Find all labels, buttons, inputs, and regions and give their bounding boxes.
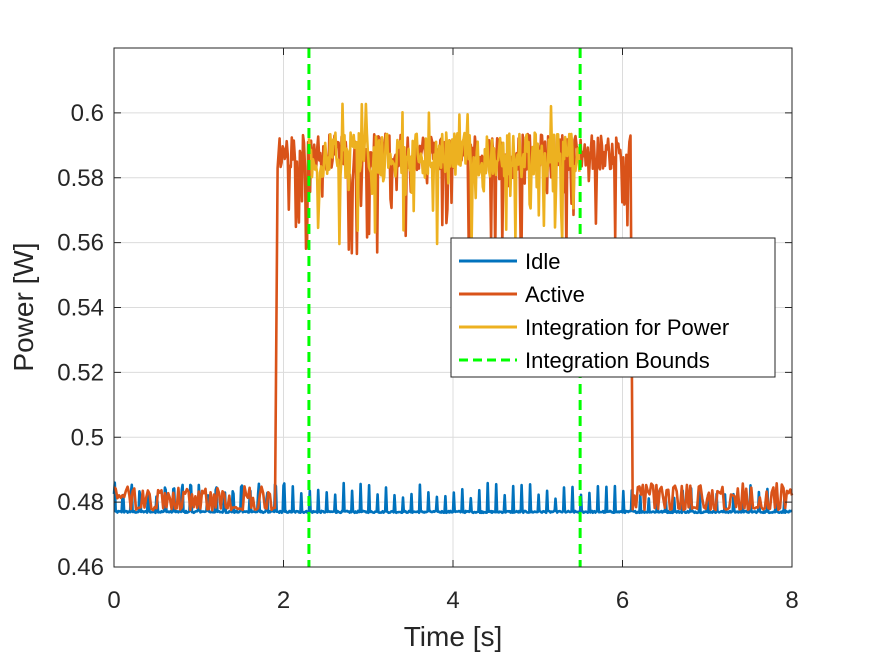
y-tick-labels: 0.46 0.48 0.5 0.52 0.54 0.56 0.58 0.6 <box>57 100 104 581</box>
y-axis-label: Power [W] <box>8 242 39 371</box>
x-tick-label: 8 <box>785 587 798 614</box>
x-tick-label: 4 <box>446 587 459 614</box>
legend-label: Active <box>525 282 585 307</box>
y-tick-label: 0.46 <box>57 554 104 581</box>
y-tick-label: 0.5 <box>71 424 104 451</box>
y-tick-label: 0.48 <box>57 489 104 516</box>
series-idle-line <box>112 481 793 515</box>
x-tick-labels: 0 2 4 6 8 <box>107 587 798 614</box>
x-tick-label: 2 <box>277 587 290 614</box>
tick-marks <box>113 48 793 568</box>
x-axis-label: Time [s] <box>404 621 503 652</box>
plot-area <box>112 48 794 567</box>
y-tick-label: 0.56 <box>57 230 104 257</box>
legend: Idle Active Integration for Power Integrati… <box>450 237 776 378</box>
y-tick-label: 0.54 <box>57 295 104 322</box>
series-integration-line <box>307 102 581 246</box>
y-tick-label: 0.6 <box>71 100 104 127</box>
legend-label: Idle <box>525 249 560 274</box>
legend-label: Integration for Power <box>525 315 729 340</box>
x-tick-label: 6 <box>616 587 629 614</box>
y-tick-label: 0.58 <box>57 165 104 192</box>
y-tick-label: 0.52 <box>57 359 104 386</box>
x-tick-label: 0 <box>107 587 120 614</box>
legend-label: Integration Bounds <box>525 348 710 373</box>
